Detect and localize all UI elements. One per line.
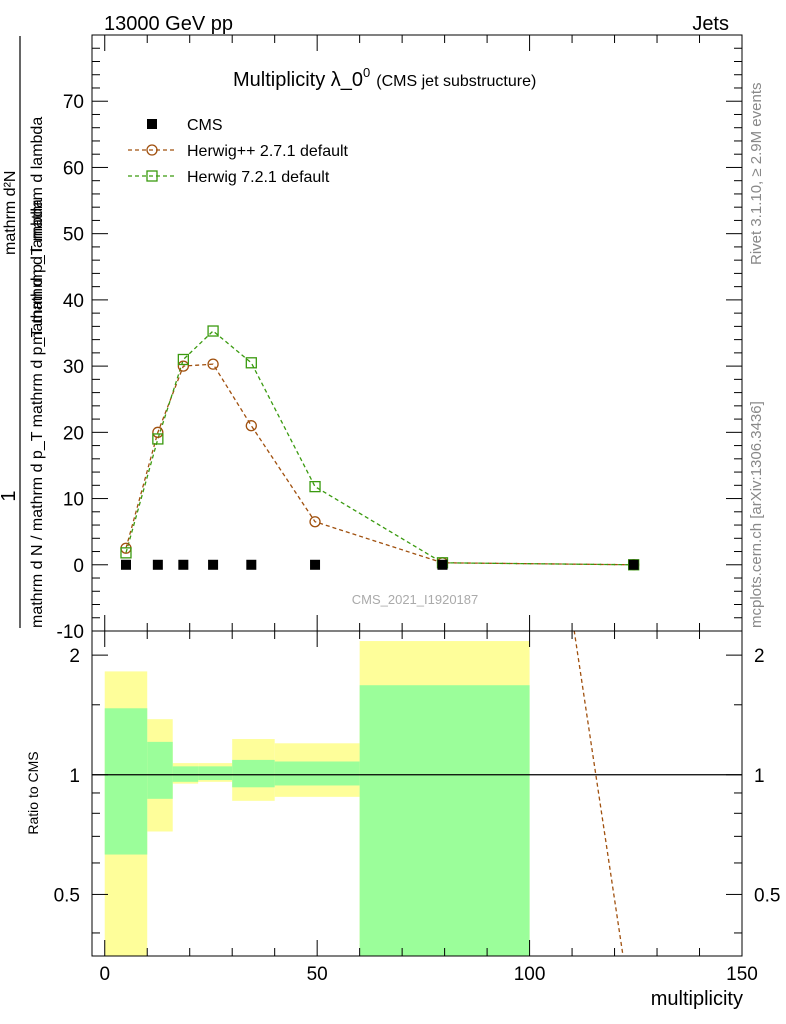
- ratio-band-inner: [147, 741, 173, 799]
- ylabel-top: mathrm d²N: [2, 171, 19, 255]
- ratio-band-inner: [172, 766, 199, 782]
- mcplots-label: mcplots.cern.ch [arXiv:1306.3436]: [748, 401, 765, 628]
- point-herwigpp: [152, 426, 164, 438]
- ratio-ylabel: Ratio to CMS: [25, 751, 41, 834]
- ratio-ytick-label-right: 2: [754, 646, 765, 667]
- ratio-line-herwigpp: [573, 631, 624, 956]
- analysis-id: CMS_2021_I1920187: [352, 592, 479, 607]
- chart-title: Multiplicity λ_00 (CMS jet substructure): [233, 65, 536, 91]
- main-ytick-label: 20: [63, 423, 84, 444]
- ratio-band-inner: [232, 759, 275, 788]
- main-plot-area: [120, 325, 640, 571]
- chart-title-sub: (CMS jet substructure): [376, 73, 536, 90]
- main-ytick-label: 70: [63, 92, 84, 113]
- xtick-label: 0: [99, 964, 110, 985]
- main-ylabel: 1 mathrm d N / mathrm d p_T mathrm d p_T…: [0, 36, 46, 628]
- ylabel-numerator: 1: [0, 490, 20, 501]
- ratio-band-inner: [104, 708, 148, 855]
- ratio-band-inner: [359, 685, 530, 956]
- point-cms: [152, 559, 163, 570]
- point-herwigpp: [309, 516, 321, 528]
- legend-label-herwigpp: Herwig++ 2.7.1 default: [187, 143, 349, 160]
- ratio-ytick-label-right: 0.5: [754, 885, 780, 906]
- legend-marker-cms: [147, 119, 157, 129]
- main-ytick-label: 60: [63, 158, 84, 179]
- ratio-frame: [91, 630, 743, 957]
- xtick-label: 50: [307, 964, 328, 985]
- point-cms: [310, 559, 321, 570]
- ratio-plot-area: [92, 631, 742, 956]
- legend-marker-herwig7: [146, 170, 158, 182]
- legend-label-cms: CMS: [187, 117, 223, 134]
- ratio-ytick-label: 2: [69, 646, 80, 667]
- xtick-label: 150: [726, 964, 758, 985]
- main-ytick-label: 50: [63, 225, 84, 246]
- point-cms: [437, 559, 448, 570]
- legend: CMS Herwig++ 2.7.1 default Herwig 7.2.1 …: [128, 117, 349, 186]
- chart-title-main: Multiplicity λ_0: [233, 69, 363, 91]
- chart-title-sup: 0: [363, 65, 370, 80]
- ratio-band-inner: [274, 761, 360, 786]
- point-cms: [628, 559, 639, 570]
- main-ytick-label: 10: [63, 490, 84, 511]
- series-line-2: [125, 330, 634, 566]
- ratio-band-inner: [198, 766, 233, 781]
- point-cms: [208, 559, 219, 570]
- series-line-1: [125, 363, 634, 566]
- point-herwig7: [177, 353, 189, 366]
- point-herwig7: [207, 325, 219, 337]
- point-cms: [120, 559, 131, 570]
- header-right: Jets: [692, 13, 729, 35]
- header-left: 13000 GeV pp: [104, 13, 233, 35]
- ylabel-top-full: mathrm d p_T mathrm d lambda: [29, 117, 46, 345]
- main-ytick-label: 30: [63, 357, 84, 378]
- legend-label-herwig7: Herwig 7.2.1 default: [187, 169, 330, 186]
- legend-marker-herwigpp: [146, 144, 158, 156]
- point-herwig7: [309, 480, 321, 493]
- point-herwig7: [120, 547, 132, 559]
- ylabel-denominator: mathrm d N / mathrm d p_T mathrm d p_T m…: [29, 199, 46, 628]
- main-ytick-label: 0: [73, 556, 84, 577]
- x-axis-label: multiplicity: [651, 988, 743, 1010]
- point-herwig7: [152, 433, 164, 445]
- point-cms: [178, 559, 189, 570]
- ratio-panel: [91, 630, 743, 957]
- point-herwigpp: [245, 420, 257, 432]
- point-herwigpp: [177, 360, 189, 372]
- ratio-ytick-label: 1: [69, 766, 80, 787]
- main-ytick-label: 40: [63, 291, 84, 312]
- point-herwig7: [245, 357, 257, 369]
- point-cms: [246, 559, 257, 570]
- ratio-ytick-label-right: 1: [754, 766, 765, 787]
- main-ytick-label: -10: [57, 622, 84, 643]
- xtick-label: 100: [514, 964, 546, 985]
- point-herwigpp: [207, 358, 219, 370]
- rivet-label: Rivet 3.1.10, ≥ 2.9M events: [748, 83, 765, 266]
- ratio-ytick-label: 0.5: [54, 885, 80, 906]
